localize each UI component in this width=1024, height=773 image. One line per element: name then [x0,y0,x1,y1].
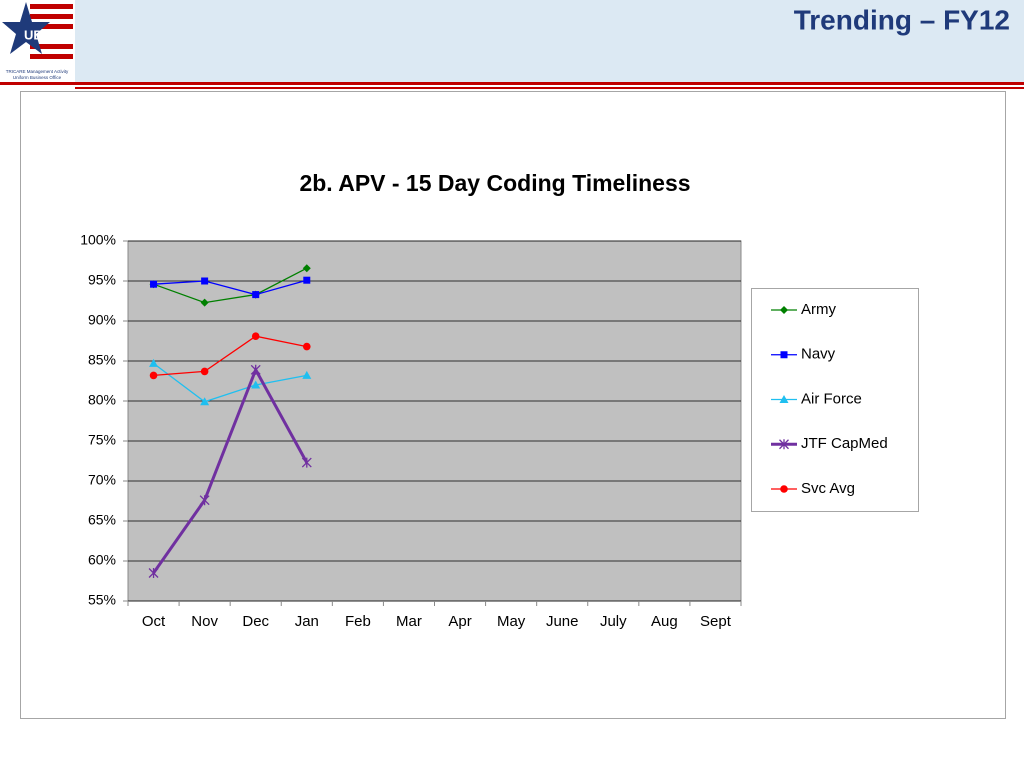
stripe [30,54,73,59]
marker [251,380,261,389]
marker [251,332,260,341]
stripe [30,24,73,29]
star [2,2,50,54]
marker [200,397,210,406]
legend-marker [780,306,788,314]
y-tick-label: 65% [88,512,116,528]
y-tick-label: 95% [88,272,116,288]
marker [149,358,159,367]
plot-area [127,240,742,602]
series-line [153,335,307,377]
y-tick-label: 70% [88,472,116,488]
x-tick-label: Feb [345,613,371,630]
y-tick-label: 85% [88,352,116,368]
marker [252,291,260,299]
x-tick-label: Apr [448,613,471,630]
legend-marker [779,439,789,450]
x-tick-label: Nov [191,613,218,630]
x-tick-label: Dec [242,613,269,630]
legend-label: Svc Avg [801,480,855,497]
y-tick-label: 60% [88,552,116,568]
legend-marker [780,485,788,493]
legend-label: Navy [801,346,836,363]
legend-label: Air Force [801,390,862,407]
y-tick-label: 55% [88,592,116,608]
y-tick-label: 75% [88,432,116,448]
series-line [153,362,307,403]
legend-label: JTF CapMed [801,435,888,452]
x-tick-label: Sept [700,613,732,630]
marker [302,264,311,273]
marker [302,370,312,379]
stripe [30,44,73,49]
slide-title: Trending – FY12 [794,4,1010,35]
marker [201,277,209,285]
y-tick-label: 80% [88,392,116,408]
logo-caption: Uniform Business Office [13,75,62,80]
marker [200,367,209,376]
x-tick-label: Oct [142,613,166,630]
y-tick-label: 100% [80,232,116,248]
marker [301,457,312,468]
marker [200,298,209,307]
marker [199,495,210,506]
header-rule [75,87,1024,89]
series-line [153,267,308,304]
marker [149,371,158,380]
marker [150,280,158,288]
chart-title: 2b. APV - 15 Day Coding Timeliness [299,170,690,196]
marker [250,364,261,375]
series-line [152,366,309,574]
x-tick-label: Jan [295,613,319,630]
header-rule [0,82,1024,85]
x-tick-label: July [600,613,627,630]
legend-label: Army [801,301,836,318]
x-tick-label: May [497,613,526,630]
x-tick-label: June [546,613,579,630]
marker [302,342,311,351]
x-tick-label: Mar [396,613,422,630]
marker [303,276,311,284]
logo: UBO TRICARE Management Activity Uniform … [0,0,75,82]
logo-text: UBO [24,27,53,42]
legend-marker [779,395,789,403]
x-tick-label: Aug [651,613,678,630]
stripe [30,4,73,9]
logo-caption: TRICARE Management Activity [6,69,69,74]
series-line [153,279,307,296]
y-tick-label: 90% [88,312,116,328]
stripe [30,14,73,19]
legend-marker [780,351,788,359]
header-band [0,0,1024,82]
marker [148,568,159,578]
